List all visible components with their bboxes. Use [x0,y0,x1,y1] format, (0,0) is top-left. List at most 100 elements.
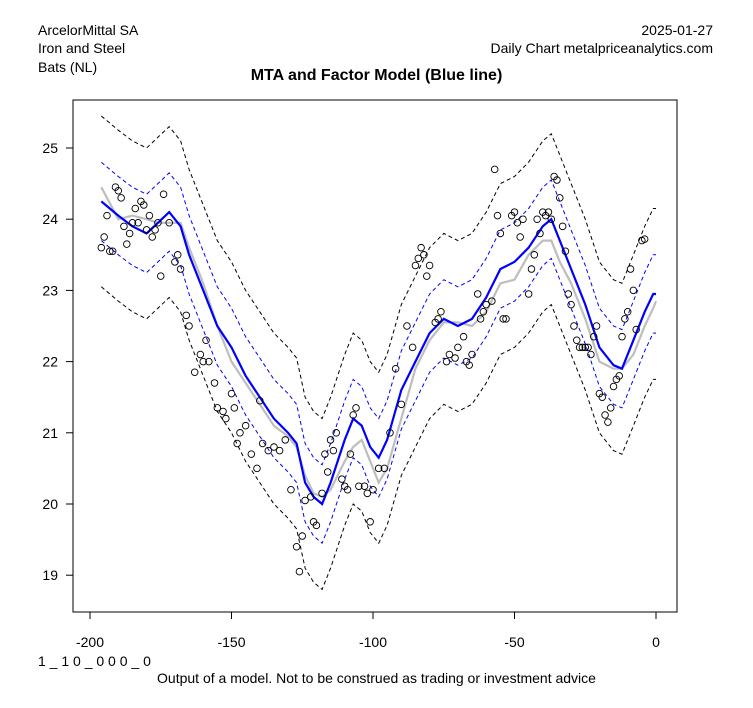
price-point [502,315,510,323]
price-point [564,290,573,298]
chart-source: Daily Chart metalpriceanalytics.com [490,40,713,56]
price-point [454,343,462,352]
plot-frame [72,99,678,613]
mta-line [100,186,658,499]
price-point [329,446,338,455]
price-point [476,315,485,323]
price-point [196,350,205,359]
price-point [275,446,284,455]
price-point [355,482,363,490]
price-point [615,372,623,380]
inner-band-upper [100,161,656,466]
price-point [151,226,159,234]
price-point [346,450,355,458]
price-point [301,496,309,505]
y-tick-label: 21 [42,425,58,441]
price-point [618,332,626,341]
price-point [575,343,584,352]
price-point [420,251,428,259]
price-point [100,233,108,241]
price-point [256,397,264,405]
price-point [623,308,632,316]
price-point [338,475,346,483]
price-point [442,357,451,366]
price-point [287,486,295,494]
price-point [374,464,383,473]
price-point [202,336,210,344]
price-point [479,308,488,316]
price-point [123,240,131,248]
price-point [587,350,595,359]
price-point [482,300,490,309]
outer-band-upper [100,115,656,420]
x-tick-label: -150 [217,634,245,650]
model-code: 1 _ 1 0 _ 0 0 0 _ 0 [38,653,151,669]
price-point [241,421,250,430]
y-tick-label: 25 [42,140,58,156]
price-point [423,272,431,280]
price-point [544,208,553,216]
price-point [230,404,239,412]
price-point [258,439,267,448]
price-point [408,343,417,352]
price-point [117,194,125,202]
price-point [584,343,592,352]
price-point [621,315,629,323]
price-point [536,229,544,238]
price-point [490,165,499,174]
price-point [233,439,241,448]
price-point [547,215,556,223]
price-point [437,308,445,316]
chart-title: MTA and Factor Model (Blue line) [250,67,503,84]
price-point [445,350,454,359]
price-point [190,368,199,377]
price-point [578,343,587,352]
price-point [349,411,357,419]
price-point [140,201,148,209]
disclaimer: Output of a model. Not to be construed a… [157,670,596,686]
price-point [185,322,193,330]
price-point [598,393,606,401]
price-point [553,176,561,184]
price-point [369,486,377,494]
x-tick-label: -200 [76,634,104,650]
price-point [425,261,434,270]
price-point [131,204,140,213]
company-name: ArcelorMittal SA [38,22,139,38]
price-point [411,261,420,270]
price-point [626,265,635,273]
price-point [510,208,519,216]
price-point [125,229,134,238]
price-point [295,567,304,576]
price-point [323,468,332,476]
price-point [380,464,389,473]
y-tick-label: 24 [42,211,58,227]
price-point [561,247,570,255]
price-point [496,229,505,238]
price-point [558,222,567,231]
price-point [159,190,168,199]
price-point [360,482,369,490]
price-point [513,219,522,227]
price-point [219,407,227,416]
price-point [386,429,394,437]
price-point [434,315,442,323]
price-point [292,542,301,551]
price-point [236,429,244,437]
outer-band-lower [100,286,656,591]
price-point [459,332,468,341]
price-point [298,532,307,540]
price-point [530,251,539,259]
price-point [567,300,575,309]
price-point [182,311,190,320]
price-point [253,464,261,473]
price-point [106,247,114,255]
price-point [199,357,207,366]
x-tick-label: -50 [504,634,524,650]
y-tick-label: 19 [42,567,58,583]
sector-label: Iron and Steel [38,40,126,56]
price-point [165,219,173,227]
price-point [97,243,106,252]
price-point [363,489,372,498]
